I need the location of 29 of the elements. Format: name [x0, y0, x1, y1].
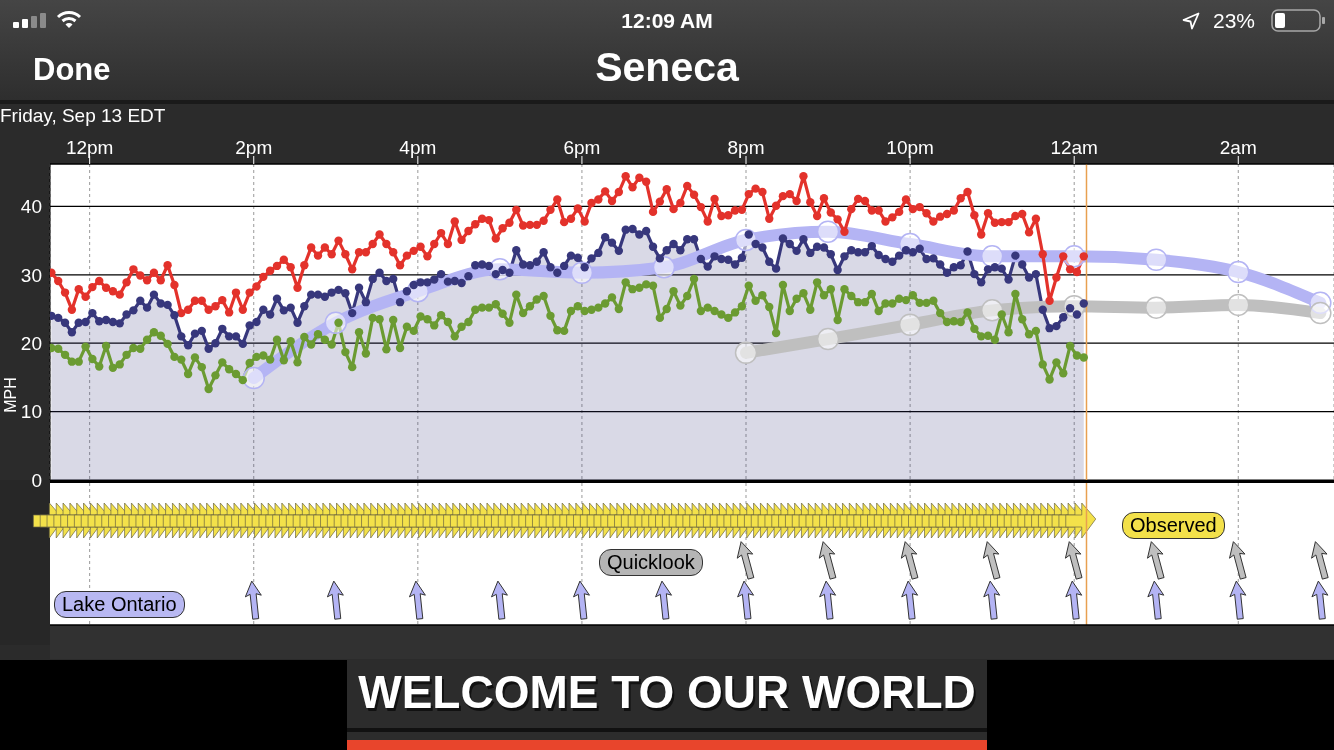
point — [652, 256, 676, 279]
point — [1227, 260, 1250, 284]
x-tick-label: 2pm — [235, 137, 273, 158]
x-tick-label: 12am — [1050, 137, 1098, 158]
text: Lake Ontario — [54, 591, 185, 618]
chart-subtitle: Friday, Sep 13 EDT — [0, 104, 166, 127]
point — [980, 245, 1004, 268]
y-axis-title: MPH — [1, 377, 20, 413]
text: WELCOME TO OUR WORLD — [358, 665, 976, 719]
y-tick-label: 10 — [20, 401, 42, 423]
point — [242, 366, 265, 390]
x-tick-label: 6pm — [563, 137, 601, 158]
text: 12:09 AM — [621, 8, 713, 34]
x-tick-label: 2am — [1219, 137, 1257, 158]
text: Quicklook — [599, 549, 703, 576]
x-tick-label: 4pm — [399, 137, 437, 158]
y-tick-label: 0 — [31, 469, 42, 491]
text: Observed — [1122, 512, 1225, 539]
x-tick-label: 10pm — [886, 137, 934, 158]
text: Done — [33, 52, 111, 88]
chart-title: Seneca — [595, 43, 739, 92]
y-tick-label: 40 — [20, 196, 42, 218]
y-tick-label: 20 — [20, 332, 42, 354]
point — [1144, 248, 1168, 272]
x-tick-label: 12pm — [65, 137, 114, 158]
text: 23% — [1213, 8, 1256, 34]
x-tick-label: 8pm — [727, 137, 765, 158]
y-tick-label: 30 — [20, 264, 42, 286]
point — [816, 220, 840, 243]
